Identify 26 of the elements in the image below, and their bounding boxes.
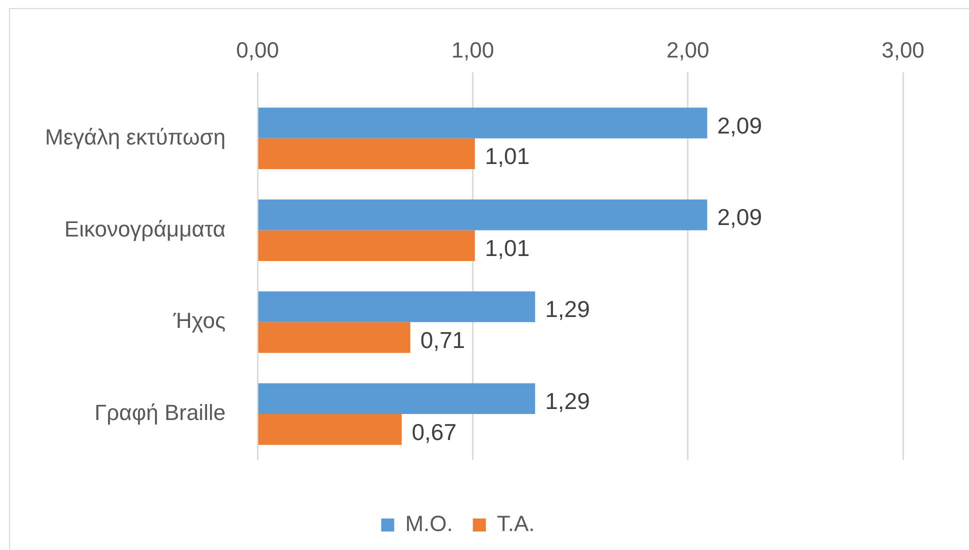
bar — [258, 383, 536, 414]
data-label: 2,09 — [717, 204, 762, 230]
bar — [258, 291, 536, 322]
data-label: 1,29 — [545, 388, 590, 414]
data-label: 1,29 — [545, 296, 590, 322]
y-tick-label: Γραφή Braille — [94, 400, 226, 426]
bar — [258, 230, 475, 262]
legend-label: Τ.Α. — [496, 511, 535, 536]
legend-label: Μ.Ο. — [405, 511, 453, 536]
x-tick-label: 1,00 — [451, 37, 494, 62]
bar — [258, 414, 402, 445]
x-tick-label: 0,00 — [236, 37, 279, 62]
data-label: 0,67 — [412, 418, 456, 445]
bar — [258, 138, 475, 170]
data-label: 1,01 — [484, 234, 530, 261]
data-label: 1,01 — [484, 143, 530, 170]
bar — [258, 108, 708, 138]
y-tick-label: Μεγάλη εκτύπωση — [44, 124, 226, 150]
bar — [258, 322, 410, 353]
bar — [258, 199, 708, 230]
y-tick-label: Ήχος — [172, 308, 226, 334]
y-tick-label: Εικονογράμματα — [64, 216, 226, 242]
data-label: 2,09 — [717, 112, 762, 138]
x-tick-label: 2,00 — [666, 37, 710, 62]
data-label: 0,71 — [420, 326, 466, 353]
x-tick-label: 3,00 — [882, 37, 924, 62]
